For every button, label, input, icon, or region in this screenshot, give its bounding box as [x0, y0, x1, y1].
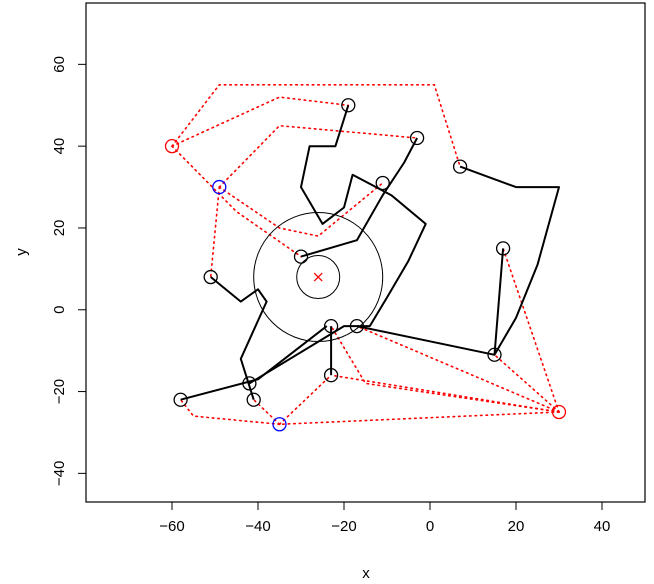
solid-path-6 [180, 325, 328, 401]
y-tick-label-2: 0 [51, 306, 68, 314]
y-axis-title: y [13, 248, 30, 256]
dotted-path-10 [330, 374, 560, 413]
point-10 [323, 368, 339, 383]
y-tick-label-4: 40 [51, 138, 68, 155]
dotted-path-6 [502, 247, 560, 413]
point-1 [409, 130, 425, 146]
x-axis: −60 −40 −20 0 20 40 [159, 501, 611, 535]
point-2 [452, 159, 468, 174]
dotted-path-3 [171, 145, 302, 258]
points-group [164, 98, 567, 432]
dotted-path-12 [252, 398, 281, 426]
x-tick-label-1: −40 [245, 518, 270, 535]
dotted-path-2 [218, 124, 418, 188]
y-axis: −40 −20 0 20 40 60 [51, 56, 87, 486]
point-5 [293, 249, 309, 264]
plot-frame [85, 2, 646, 503]
dotted-path-8 [356, 325, 560, 413]
dotted-path-0 [171, 84, 461, 168]
dotted-paths-group [171, 84, 560, 426]
point-4 [495, 241, 511, 256]
x-tick-label-4: 20 [508, 518, 525, 535]
solid-path-3 [248, 325, 495, 385]
center-circle-1 [253, 212, 384, 343]
x-tick-label-5: 40 [594, 518, 611, 535]
dotted-path-14 [278, 374, 332, 426]
x-tick-label-2: −20 [331, 518, 356, 535]
point-12 [173, 392, 188, 407]
y-tick-label-1: −20 [51, 379, 68, 404]
point-17 [272, 417, 287, 432]
x-tick-label-0: −60 [159, 518, 184, 535]
dotted-path-9 [330, 325, 560, 413]
point-13 [246, 392, 261, 407]
y-tick-label-5: 60 [51, 56, 68, 73]
dotted-path-7 [493, 353, 560, 413]
point-8 [349, 318, 365, 334]
dotted-path-4 [218, 182, 384, 237]
solid-path-2 [459, 165, 560, 356]
center-marker-stroke-2 [313, 272, 323, 282]
solid-path-0 [300, 104, 427, 328]
point-15 [551, 404, 567, 420]
x-tick-label-3: 0 [426, 518, 434, 535]
dotted-path-1 [171, 96, 350, 147]
center-circle-0 [296, 255, 341, 300]
y-tick-label-0: −40 [51, 461, 68, 486]
y-tick-label-3: 20 [51, 220, 68, 237]
x-axis-title: x [362, 565, 370, 582]
point-11 [242, 376, 257, 391]
dotted-path-13 [179, 398, 281, 426]
solid-path-5 [210, 276, 268, 401]
point-16 [212, 179, 227, 195]
point-9 [487, 347, 502, 362]
point-0 [341, 98, 356, 113]
point-7 [323, 318, 339, 334]
center-marker [313, 272, 323, 282]
dotted-path-5 [209, 186, 221, 278]
dotted-path-11 [278, 411, 560, 426]
point-6 [203, 269, 218, 285]
point-3 [375, 175, 390, 191]
center-circles-group [253, 212, 384, 343]
point-14 [164, 139, 180, 154]
solid-path-1 [300, 137, 418, 258]
solid-paths-group [180, 104, 560, 401]
